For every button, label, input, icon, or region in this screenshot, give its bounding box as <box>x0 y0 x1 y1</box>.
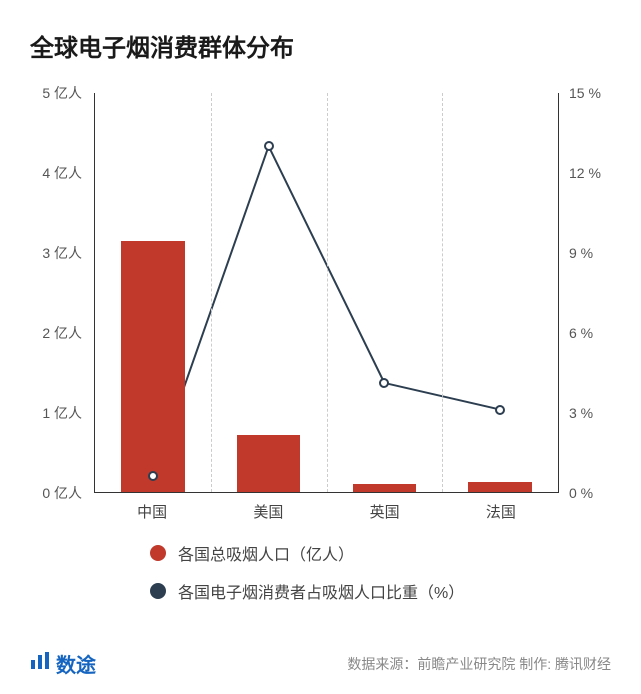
y-left-tick: 1 亿人 <box>42 403 82 423</box>
x-axis-labels: 中国 美国 英国 法国 <box>94 493 559 523</box>
y-right-tick: 0 % <box>569 485 593 501</box>
x-label: 法国 <box>486 501 516 522</box>
y-right-tick: 9 % <box>569 245 593 261</box>
grid-line <box>211 93 212 492</box>
y-axis-right: 0 %3 %6 %9 %12 %15 % <box>561 93 611 493</box>
line-marker <box>148 471 158 481</box>
y-left-tick: 2 亿人 <box>42 323 82 343</box>
line-marker <box>264 141 274 151</box>
legend-item: 各国电子烟消费者占吸烟人口比重（%） <box>150 579 611 603</box>
y-right-tick: 6 % <box>569 325 593 341</box>
grid-line <box>327 93 328 492</box>
legend-label: 各国总吸烟人口（亿人） <box>178 541 354 565</box>
plot-area <box>94 93 559 493</box>
footer: 数途 数据来源：前瞻产业研究院 制作: 腾讯财经 <box>30 649 611 678</box>
y-axis-left: 0 亿人1 亿人2 亿人3 亿人4 亿人5 亿人 <box>30 93 90 493</box>
y-left-tick: 5 亿人 <box>42 83 82 103</box>
brand-label: 数途 <box>56 649 96 678</box>
bar <box>468 482 532 492</box>
legend-label: 各国电子烟消费者占吸烟人口比重（%） <box>178 579 464 603</box>
bar <box>237 435 301 492</box>
legend: 各国总吸烟人口（亿人） 各国电子烟消费者占吸烟人口比重（%） <box>150 541 611 603</box>
x-label: 中国 <box>137 501 167 522</box>
line-marker <box>495 405 505 415</box>
plot-wrap: 0 亿人1 亿人2 亿人3 亿人4 亿人5 亿人 0 %3 %6 %9 %12 … <box>30 93 611 493</box>
chart-container: 全球电子烟消费群体分布 0 亿人 1 亿人 2 亿人 3 亿人 4 亿人 5 亿人 0 %… <box>0 0 641 694</box>
chart-title: 全球电子烟消费群体分布 <box>30 28 611 63</box>
y-left-tick: 3 亿人 <box>42 243 82 263</box>
x-label: 美国 <box>253 501 283 522</box>
y-right-tick: 15 % <box>569 85 601 101</box>
legend-item: 各国总吸烟人口（亿人） <box>150 541 611 565</box>
x-label: 英国 <box>370 501 400 522</box>
grid-line <box>442 93 443 492</box>
source-text: 数据来源：前瞻产业研究院 制作: 腾讯财经 <box>347 654 611 674</box>
bar <box>121 241 185 492</box>
brand: 数途 <box>30 649 96 678</box>
y-left-tick: 4 亿人 <box>42 163 82 183</box>
legend-swatch <box>150 583 166 599</box>
bar-chart-icon <box>30 652 50 676</box>
legend-swatch <box>150 545 166 561</box>
y-right-tick: 3 % <box>569 405 593 421</box>
y-left-tick: 0 亿人 <box>42 483 82 503</box>
y-right-tick: 12 % <box>569 165 601 181</box>
bar <box>353 484 417 492</box>
